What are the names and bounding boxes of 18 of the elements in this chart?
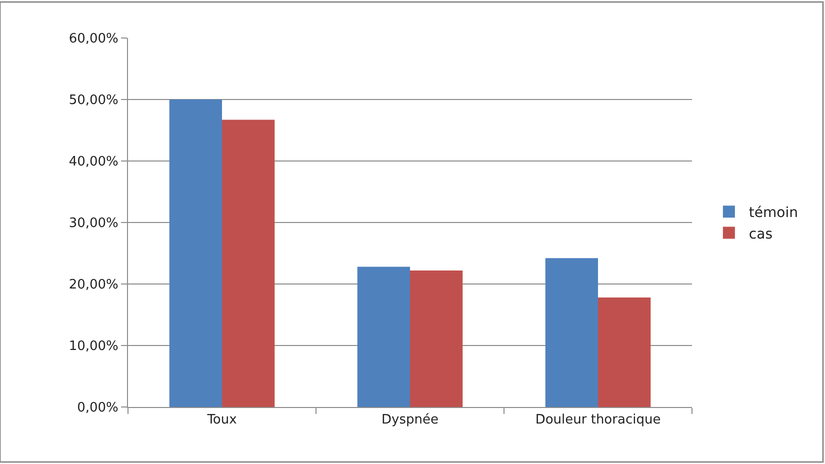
y-tick-label: 40,00% [68, 154, 118, 170]
bar [357, 266, 410, 407]
legend-label: témoin [748, 205, 798, 222]
bar [222, 120, 275, 407]
y-tick-label: 50,00% [68, 93, 118, 108]
bar [410, 270, 463, 407]
bar [169, 100, 222, 407]
y-tick-label: 0,00% [77, 400, 118, 416]
legend-label: cas [748, 226, 772, 242]
x-tick-label: Douleur thoracique [535, 412, 661, 428]
y-tick-label: 60,00% [68, 32, 118, 47]
bar [598, 298, 651, 407]
y-tick-label: 20,00% [68, 278, 118, 293]
x-tick-label: Dyspnée [382, 412, 438, 428]
y-tick-label: 30,00% [68, 216, 118, 232]
x-tick-label: Toux [206, 412, 238, 428]
bar [545, 258, 598, 407]
y-tick-label: 10,00% [68, 339, 118, 354]
